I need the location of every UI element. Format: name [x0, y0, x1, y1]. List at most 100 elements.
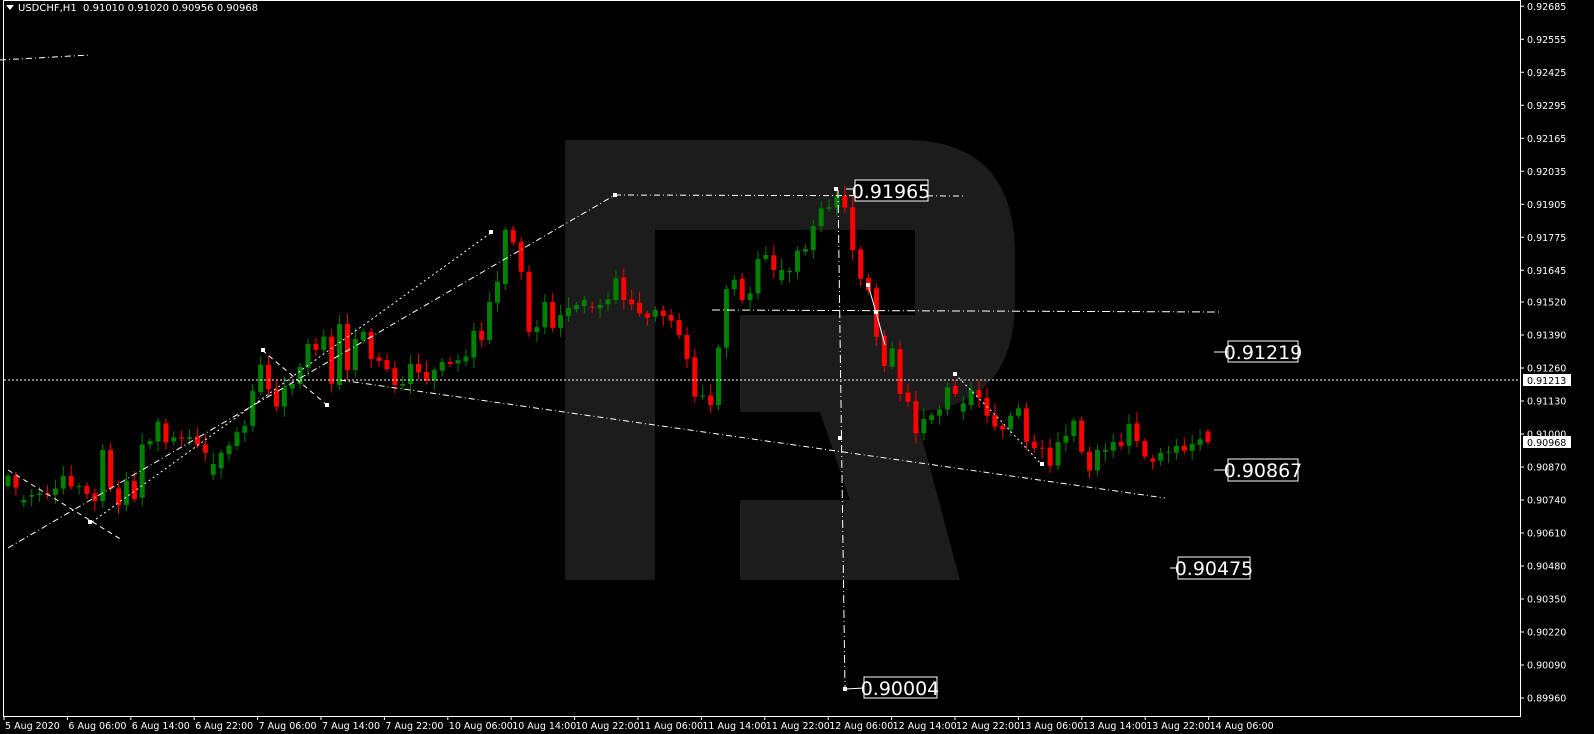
candle — [76, 483, 82, 495]
candle — [273, 379, 279, 412]
candle-body — [329, 336, 335, 384]
price-axis[interactable]: 0.92685 0.92555 0.92425 0.92295 0.92165 0.920… — [1520, 2, 1566, 705]
candle — [1110, 434, 1116, 458]
candle — [929, 412, 935, 425]
y-tick-label: 0.92685 — [1527, 2, 1566, 13]
anchor-point[interactable] — [838, 436, 842, 440]
candle — [447, 356, 453, 367]
x-tick-label: 10 Aug 22:00 — [576, 721, 640, 732]
anchor-point[interactable] — [613, 193, 617, 197]
candle — [202, 434, 208, 461]
ohlc-close: 0.90968 — [216, 3, 259, 14]
level-label-0.90867[interactable]: 0.90867 — [1224, 458, 1303, 482]
candle — [1173, 438, 1179, 460]
trendline-cross-b[interactable] — [261, 349, 328, 406]
level-label-0.91965[interactable]: 0.91965 — [852, 179, 931, 203]
candle — [834, 187, 840, 216]
anchor-point[interactable] — [874, 310, 878, 314]
candle-body — [1118, 442, 1124, 446]
trendline-cross-a[interactable] — [7, 469, 123, 541]
candle-body — [676, 320, 682, 335]
anchor-point[interactable] — [325, 403, 329, 407]
trendline-channel-upper[interactable] — [7, 194, 616, 549]
candle — [652, 306, 658, 322]
candle-body — [447, 361, 453, 364]
candle — [716, 344, 722, 411]
level-label-text: 0.91965 — [852, 181, 931, 203]
anchor-point[interactable] — [834, 187, 838, 191]
y-tick-label: 0.90220 — [1527, 628, 1566, 639]
candle — [1000, 422, 1006, 439]
candle-body — [771, 255, 777, 271]
candle-body — [905, 392, 911, 402]
candle — [52, 479, 58, 504]
candle — [637, 291, 643, 317]
label-connector-2 — [845, 687, 865, 690]
time-axis[interactable]: 5 Aug 2020 6 Aug 06:00 6 Aug 14:00 6 Aug 22… — [3, 716, 1274, 732]
candle-body — [644, 313, 650, 318]
candle-body — [597, 305, 603, 309]
candle-body — [573, 305, 579, 310]
candle-body — [266, 364, 272, 390]
candle-body — [1016, 408, 1022, 416]
candle — [1087, 446, 1093, 479]
candle — [1197, 429, 1203, 451]
candle — [108, 442, 114, 493]
candle-body — [763, 255, 769, 260]
candle — [984, 387, 990, 423]
level-label-0.90475[interactable]: 0.90475 — [1175, 556, 1254, 580]
candle-body — [858, 249, 864, 279]
bid-price-marker: 0.91213 — [1523, 374, 1571, 387]
candle-body — [1071, 420, 1077, 437]
candle-body — [226, 445, 232, 455]
candle-body — [408, 363, 414, 384]
anchor-point[interactable] — [489, 230, 493, 234]
watermark-r-leg — [740, 412, 960, 580]
candle-body — [1047, 447, 1053, 466]
candle-body — [747, 293, 753, 300]
candle — [573, 302, 579, 313]
anchor-point[interactable] — [843, 687, 847, 691]
candle — [1063, 424, 1069, 452]
candle-body — [1173, 445, 1179, 453]
level-label-0.91219[interactable]: 0.91219 — [1224, 340, 1303, 364]
candle — [1189, 434, 1195, 460]
candle — [494, 270, 500, 312]
anchor-point[interactable] — [866, 283, 870, 287]
candle-body — [416, 363, 422, 373]
wave-line-dotted[interactable] — [954, 373, 1043, 466]
y-tick-label: 0.92555 — [1527, 35, 1566, 46]
candle — [992, 404, 998, 431]
trendline-lower[interactable] — [339, 379, 1166, 499]
anchor-point[interactable] — [261, 348, 265, 352]
candle-body — [376, 357, 382, 361]
anchor-point[interactable] — [1040, 462, 1044, 466]
level-label-0.90004[interactable]: 0.90004 — [861, 676, 940, 700]
x-tick-label: 6 Aug 22:00 — [195, 721, 253, 732]
trendline-topleft[interactable] — [0, 54, 91, 61]
candle — [352, 328, 358, 378]
y-tick-label: 0.90480 — [1527, 562, 1566, 573]
anchor-point[interactable] — [953, 372, 957, 376]
candle-body — [802, 248, 808, 252]
candle-body — [952, 386, 958, 394]
candle — [558, 304, 564, 337]
x-tick-label: 11 Aug 22:00 — [766, 721, 830, 732]
candle — [163, 418, 169, 450]
candle — [439, 357, 445, 377]
dropdown-triangle-icon[interactable] — [6, 5, 14, 10]
candle-body — [589, 306, 595, 308]
candle-body — [700, 395, 706, 397]
candle — [92, 488, 98, 512]
level-horizontal-mid[interactable] — [711, 309, 1223, 313]
candle-body — [455, 360, 461, 364]
candle-body — [1166, 451, 1172, 453]
y-tick-label: 0.90870 — [1527, 463, 1566, 474]
candle — [1008, 411, 1014, 436]
candle — [68, 464, 74, 490]
level-vertical-target[interactable] — [837, 189, 846, 691]
candle — [1094, 443, 1100, 476]
anchor-point[interactable] — [88, 520, 92, 524]
trendline-dotted-rise[interactable] — [91, 231, 493, 523]
